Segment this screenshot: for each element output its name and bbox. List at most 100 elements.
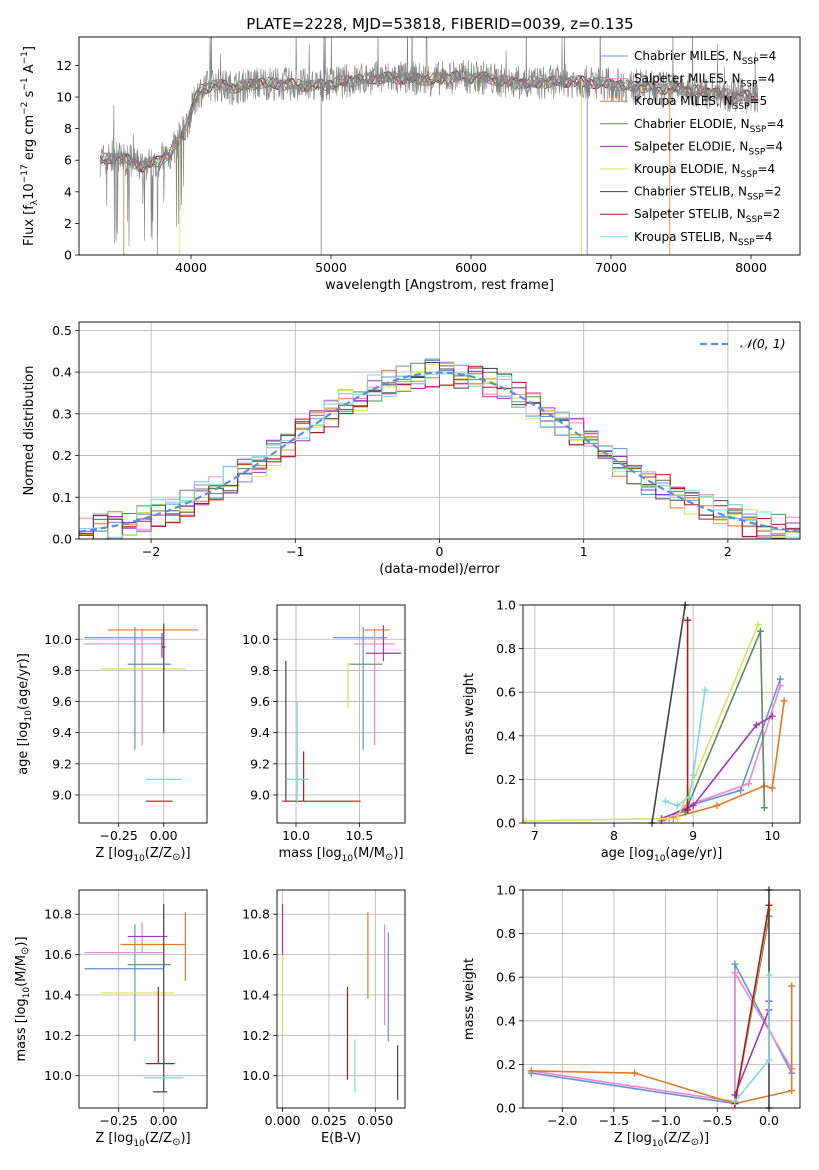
label-part: log — [114, 1131, 134, 1146]
legend-label: Salpeter STELIB, NSSP​=2 — [634, 207, 780, 225]
label-part: log — [14, 998, 29, 1018]
y-axis-label: mass weight — [462, 958, 477, 1040]
y-tick-label: 0.6 — [496, 685, 516, 700]
weight-line — [661, 715, 773, 820]
label-part: Kroupa MILES, N — [634, 94, 733, 108]
y-tick-label: 9.4 — [250, 725, 270, 740]
mass-weight-vs-Z-series — [527, 886, 796, 1112]
weight-line — [734, 905, 770, 1104]
weight-line — [665, 689, 706, 807]
y-tick-label: 0 — [64, 248, 72, 263]
label-part: A — [22, 64, 37, 77]
label-part: ⊙ — [172, 1137, 180, 1148]
x-axis-label: Z [log10​(Z/Z⊙​)] — [614, 1131, 709, 1149]
spectrum-axes: 4000 5000 6000 7000 8000 0 2 4 6 8 10 12 — [56, 58, 767, 275]
label-part: −1 — [20, 77, 30, 90]
label-part: =4 — [757, 72, 775, 86]
x-axis-label: wavelength [Angstrom, rest frame] — [325, 278, 554, 293]
label-part: Chabrier ELODIE, N — [634, 117, 750, 131]
label-part: ] — [22, 46, 37, 51]
y-tick-label: 0.4 — [496, 728, 516, 743]
y-axis-label: mass [log10​(M/M⊙​)] — [14, 936, 32, 1061]
label-part: =4 — [755, 230, 773, 244]
label-part: SSP — [733, 102, 750, 112]
x-tick-label: 7000 — [595, 260, 627, 275]
label-part: mass [ — [14, 1018, 29, 1061]
y-tick-label: 0.5 — [52, 323, 72, 338]
label-part: log — [632, 1131, 652, 1146]
label-part: 10 — [654, 854, 666, 864]
mass-vs-Z-frame — [78, 889, 208, 1109]
age-vs-Z-axes: −0.25 0.00 9.0 9.2 9.4 9.6 9.8 10.0 — [44, 605, 207, 843]
legend-label: Salpeter MILES, NSSP​=4 — [634, 72, 775, 90]
y-tick-label: 8 — [64, 121, 72, 136]
x-tick-label: 0 — [436, 544, 444, 559]
mass-vs-EBV-frame — [276, 889, 406, 1109]
label-part: =5 — [750, 94, 768, 108]
weight-line — [531, 963, 793, 1105]
y-axis-label: Flux [fλ​10−17​ erg cm−2​ s−1​ A−1​] — [20, 46, 40, 246]
spectrum-lines — [99, 37, 759, 255]
y-tick-label: 9.6 — [250, 694, 270, 709]
gaussian-curve — [78, 371, 801, 533]
y-tick-label: 10.6 — [242, 947, 270, 962]
y-axis-label: age [log10​(age/yr)] — [16, 653, 34, 775]
x-tick-label: 6000 — [455, 260, 487, 275]
label-part: =4 — [766, 117, 784, 131]
label-part: Chabrier MILES, N — [634, 49, 742, 63]
label-part: SSP — [750, 125, 767, 135]
x-tick-label: −0.5 — [702, 1113, 732, 1128]
legend-label: Kroupa MILES, NSSP​=5 — [634, 94, 767, 112]
residuals-axes: −2 −1 0 1 2 0.0 0.1 0.2 0.3 0.4 0.5 — [52, 322, 800, 559]
label-part: SSP — [741, 80, 758, 90]
label-part: log — [634, 846, 654, 861]
x-tick-label: −1 — [286, 544, 304, 559]
legend-label: Kroupa STELIB, NSSP​=4 — [634, 230, 772, 248]
histogram-step — [79, 362, 800, 537]
label-part: −1 — [20, 51, 30, 64]
y-tick-label: 9.4 — [52, 725, 72, 740]
label-part: mass [ — [278, 846, 321, 861]
y-tick-label: 0.2 — [496, 772, 516, 787]
mass-vs-Z-points — [84, 904, 186, 1093]
label-part: log — [322, 846, 342, 861]
age-vs-Z-points — [84, 623, 198, 802]
y-tick-label: 0.2 — [52, 448, 72, 463]
y-tick-label: 0.8 — [496, 641, 516, 656]
legend-label: Salpeter ELODIE, NSSP​=4 — [634, 139, 783, 157]
label-part: 10 — [342, 854, 354, 864]
x-tick-label: 0.025 — [311, 1113, 347, 1128]
y-tick-label: 10.0 — [242, 1068, 270, 1083]
label-part: SSP — [747, 193, 764, 203]
histogram-step — [79, 365, 800, 540]
y-tick-label: 10.0 — [242, 632, 270, 647]
label-part: −17 — [20, 164, 30, 183]
label-part: (M/M — [14, 955, 29, 987]
x-tick-label: 0.00 — [150, 828, 178, 843]
x-tick-label: 1 — [580, 544, 588, 559]
label-part: (age/yr)] — [16, 653, 31, 710]
label-part: E(B-V) — [321, 1131, 361, 1146]
label-part: )] — [14, 936, 29, 946]
x-tick-label: 10 — [764, 828, 780, 843]
x-tick-label: 0.050 — [357, 1113, 393, 1128]
label-part: mass weight — [462, 958, 477, 1040]
legend-label: Chabrier ELODIE, NSSP​=4 — [634, 117, 784, 135]
x-tick-label: 8 — [610, 828, 618, 843]
mass-weight-vs-age-frame — [522, 604, 801, 824]
label-part: SSP — [738, 238, 755, 248]
label-part: mass weight — [462, 673, 477, 755]
legend-label: Chabrier MILES, NSSP​=4 — [634, 49, 776, 67]
x-tick-label: 10.5 — [345, 828, 373, 843]
label-part: Flux [f — [22, 205, 37, 246]
label-part: =4 — [759, 49, 777, 63]
weight-line — [651, 604, 686, 824]
label-part: SSP — [742, 57, 759, 67]
mass-weight-vs-Z-frame — [522, 889, 801, 1109]
legend-label: 𝒩(0, 1) — [740, 336, 786, 351]
label-part: Kroupa ELODIE, N — [634, 162, 741, 176]
y-tick-label: 9.0 — [52, 787, 72, 802]
y-axis-label: Normed distribution — [22, 366, 37, 496]
spectrum-frame — [78, 36, 801, 256]
spectrum-legend: Chabrier MILES, NSSP​=4 Salpeter MILES, N… — [600, 49, 784, 248]
